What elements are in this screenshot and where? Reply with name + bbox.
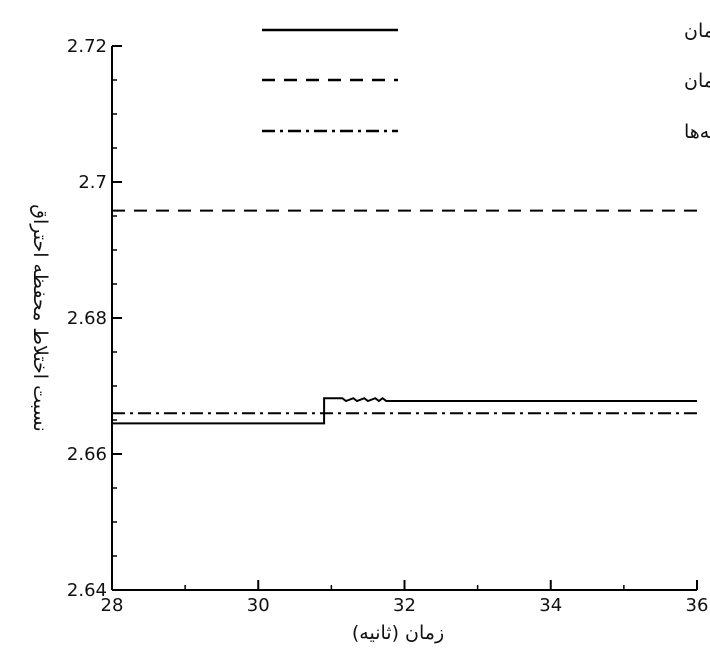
series-line-1	[112, 396, 697, 425]
legend: حضور همزمان حضور سامانه تخلیه همزمان عدم ح…	[262, 20, 710, 143]
ticks-layer: 2.64 2.66 2.68 2.7 2.72 28 30 32 34 36	[67, 36, 709, 616]
y-axis-title: نسبت اختلاط محفظه احتراق	[29, 204, 51, 432]
y-tick-label: 2.66	[67, 444, 107, 465]
y-tick-label: 2.72	[67, 36, 107, 57]
x-axis-title: زمان (ثانیه)	[352, 622, 444, 644]
x-tick-label: 36	[686, 595, 709, 616]
y-tick-label: 2.7	[78, 172, 107, 193]
x-tick-label: 32	[393, 595, 416, 616]
x-tick-label: 28	[101, 595, 124, 616]
legend-label-3: عدم حضور سامانه‌ها	[684, 121, 710, 143]
y-tick-label: 2.68	[67, 308, 107, 329]
legend-label-2: حضور سامانه تخلیه همزمان	[684, 70, 710, 92]
plot-area	[111, 46, 697, 591]
x-tick-label: 30	[247, 595, 270, 616]
legend-label-1: حضور همزمان	[684, 20, 710, 42]
x-tick-label: 34	[539, 595, 562, 616]
series-layer	[112, 209, 697, 425]
y-tick-label: 2.64	[67, 580, 107, 601]
